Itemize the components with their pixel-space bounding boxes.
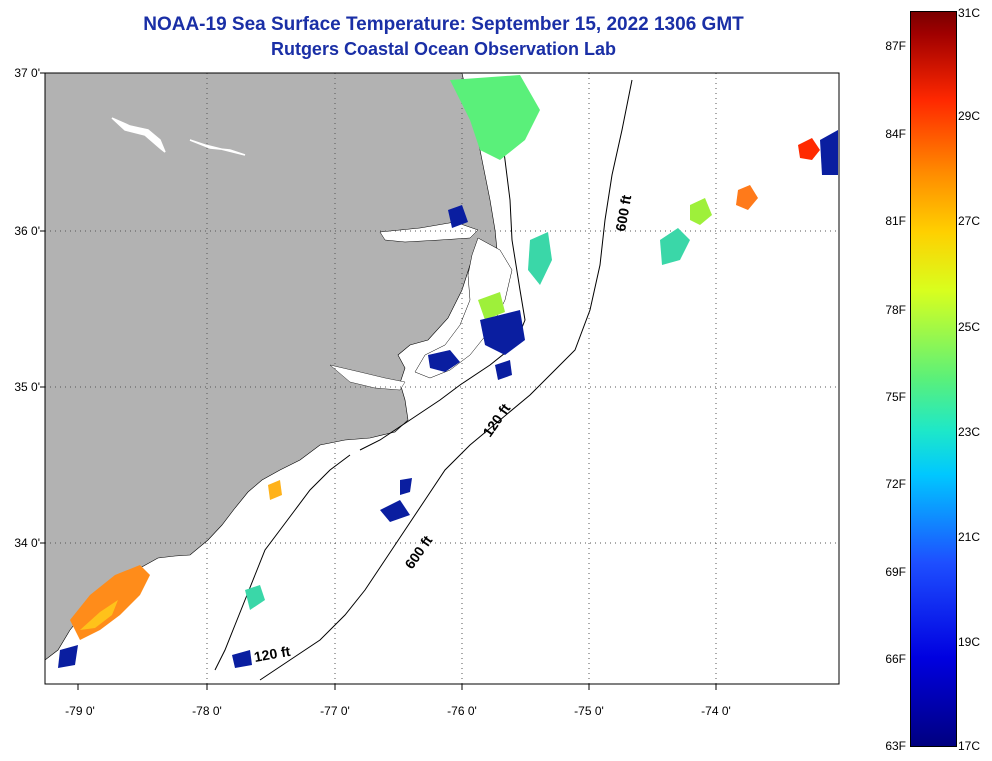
temperature-colorbar	[910, 11, 957, 747]
contour-120ft-south	[214, 454, 351, 671]
celsius-label: 29C	[958, 109, 981, 123]
celsius-label: 31C	[958, 6, 981, 20]
contour-label-600ft-upper: 600 ft	[612, 193, 634, 232]
sst-warm-patches	[70, 138, 820, 640]
lon-label: -74 0'	[701, 704, 731, 718]
celsius-label: 25C	[958, 320, 981, 334]
map-subtitle: Rutgers Coastal Ocean Observation Lab	[270, 39, 617, 59]
fahrenheit-label: 69F	[885, 565, 906, 579]
map-frame	[44, 72, 840, 685]
sst-cold-patches	[58, 130, 838, 668]
neuse-river	[329, 364, 406, 391]
fahrenheit-label: 72F	[885, 477, 906, 491]
celsius-label: 27C	[958, 214, 981, 228]
lon-label: -79 0'	[65, 704, 95, 718]
fahrenheit-label: 66F	[885, 652, 906, 666]
celsius-label: 19C	[958, 635, 981, 649]
graticule	[45, 73, 839, 684]
land-mass	[44, 72, 498, 661]
fahrenheit-label: 87F	[885, 39, 906, 53]
fahrenheit-label: 75F	[885, 390, 906, 404]
map-title: NOAA-19 Sea Surface Temperature: Septemb…	[143, 14, 744, 35]
celsius-label: 21C	[958, 530, 981, 544]
lon-label: -77 0'	[320, 704, 350, 718]
contour-label-120ft-lower: 120 ft	[253, 643, 292, 665]
pamlico-sound	[414, 237, 513, 379]
celsius-label: 23C	[958, 425, 981, 439]
sst-mid-patches	[245, 75, 712, 610]
lat-label: 34 0'	[14, 536, 40, 550]
lat-label: 37 0'	[14, 66, 40, 80]
fahrenheit-label: 78F	[885, 303, 906, 317]
lon-label: -75 0'	[574, 704, 604, 718]
fahrenheit-label: 84F	[885, 127, 906, 141]
fahrenheit-label: 63F	[885, 739, 906, 753]
fahrenheit-label: 81F	[885, 214, 906, 228]
river-1	[111, 117, 166, 153]
lon-label: -76 0'	[447, 704, 477, 718]
lat-label: 35 0'	[14, 380, 40, 394]
axis-ticks	[40, 72, 717, 690]
river-2	[189, 139, 246, 156]
contour-600ft-north	[259, 79, 633, 681]
lon-label: -78 0'	[192, 704, 222, 718]
celsius-label: 17C	[958, 739, 981, 753]
lat-label: 36 0'	[14, 224, 40, 238]
